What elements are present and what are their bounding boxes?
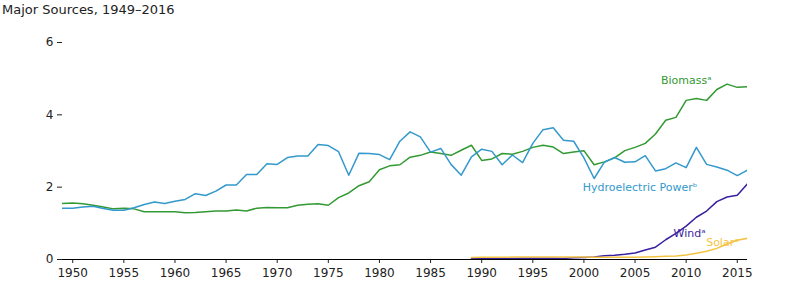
svg-text:2015: 2015 bbox=[722, 266, 753, 280]
svg-text:1965: 1965 bbox=[211, 266, 242, 280]
svg-text:1955: 1955 bbox=[109, 266, 140, 280]
svg-text:2000: 2000 bbox=[569, 266, 600, 280]
svg-text:6: 6 bbox=[46, 35, 54, 49]
svg-text:4: 4 bbox=[46, 108, 54, 122]
svg-text:1950: 1950 bbox=[57, 266, 88, 280]
svg-text:1985: 1985 bbox=[415, 266, 446, 280]
svg-text:1995: 1995 bbox=[518, 266, 549, 280]
svg-text:1980: 1980 bbox=[364, 266, 395, 280]
svg-text:Hydroelectric Powerᵇ: Hydroelectric Powerᵇ bbox=[583, 181, 698, 194]
svg-text:1960: 1960 bbox=[160, 266, 191, 280]
svg-text:0: 0 bbox=[46, 252, 54, 266]
svg-text:2010: 2010 bbox=[671, 266, 702, 280]
svg-text:2: 2 bbox=[46, 180, 54, 194]
svg-text:1975: 1975 bbox=[313, 266, 344, 280]
svg-text:Windᵃ: Windᵃ bbox=[674, 227, 706, 240]
svg-text:Biomassᵃ: Biomassᵃ bbox=[661, 74, 712, 87]
svg-text:2005: 2005 bbox=[620, 266, 651, 280]
svg-text:Solarᵃ: Solarᵃ bbox=[706, 236, 738, 249]
svg-text:1990: 1990 bbox=[466, 266, 497, 280]
html-text:Major Sources, 1949–2016: Major Sources, 1949–2016 bbox=[2, 2, 175, 17]
svg-text:1970: 1970 bbox=[262, 266, 293, 280]
